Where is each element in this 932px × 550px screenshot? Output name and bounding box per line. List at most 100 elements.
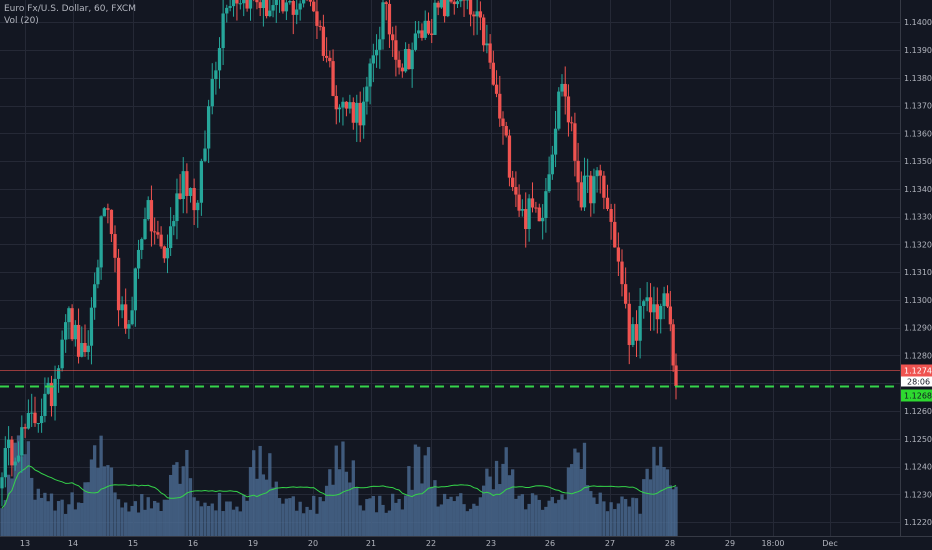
volume-bar	[308, 509, 313, 536]
volume-bar	[394, 502, 398, 536]
time-tick-label: 21	[366, 539, 376, 548]
candle-down	[627, 303, 631, 345]
volume-bar	[264, 479, 269, 536]
candle-up	[199, 160, 204, 203]
time-tick-label: 20	[308, 539, 318, 548]
volume-bar	[49, 493, 54, 536]
candle-up	[337, 107, 342, 110]
volume-bar	[570, 464, 574, 536]
volume-bar	[120, 507, 124, 536]
candle-down	[563, 83, 567, 97]
volume-bar	[371, 496, 375, 536]
time-axis[interactable]: 13 14 15 16 19 20 21 22 23 26 27 28 29 18:00 Dec	[0, 536, 932, 550]
candle-down	[616, 247, 621, 262]
volume-bar	[70, 492, 74, 536]
volume-bar	[665, 469, 670, 536]
volume-bar	[576, 452, 580, 536]
price-tick-label: 1.12600	[904, 407, 932, 416]
volume-bar	[36, 488, 40, 536]
volume-bar	[172, 464, 176, 536]
candle-up	[459, 0, 463, 2]
candle-up	[130, 310, 134, 325]
price-tick-label: 1.13300	[904, 213, 932, 222]
volume-bar	[459, 493, 463, 536]
price-axis[interactable]: 1.14000 1.13900 1.13800 1.13700 1.13600 1.135…	[900, 0, 932, 550]
time-tick-label: 26	[545, 539, 555, 548]
volume-bar	[143, 509, 147, 536]
volume-indicator-label[interactable]: Vol (20)	[4, 16, 39, 26]
volume-bar	[127, 511, 131, 536]
candle-down	[589, 175, 593, 204]
candle-down	[491, 62, 495, 85]
candle-down	[598, 170, 602, 176]
candle-down	[331, 61, 335, 96]
countdown-badge	[901, 376, 932, 387]
volume-bar	[355, 487, 359, 536]
volume-bar	[362, 510, 366, 536]
candle-up	[231, 0, 236, 7]
candle-up	[642, 301, 646, 306]
candle-down	[498, 93, 502, 119]
candle-up	[13, 461, 17, 466]
candle-down	[472, 14, 476, 17]
candle-down	[605, 197, 610, 209]
candle-up	[102, 208, 106, 217]
volume-bar	[39, 497, 44, 536]
volume-bar	[10, 478, 14, 536]
symbol-title[interactable]: Euro Fx/U.S. Dollar, 60, FXCM	[4, 4, 136, 14]
volume-bar	[485, 468, 489, 536]
volume-bar	[530, 493, 535, 536]
candle-up	[165, 247, 170, 259]
volume-bar	[102, 466, 106, 536]
volume-bar	[324, 485, 329, 536]
candle-up	[638, 305, 642, 341]
volume-bar	[595, 503, 599, 536]
candle-up	[140, 239, 144, 250]
volume-bar	[472, 503, 476, 536]
candle-up	[433, 2, 437, 35]
volume-bar	[417, 446, 421, 536]
volume-bar	[238, 511, 242, 536]
volume-bar	[156, 502, 160, 536]
candle-up	[217, 48, 222, 71]
volume-bar	[609, 502, 613, 536]
candle-down	[76, 324, 81, 357]
price-tick-label: 1.12300	[904, 490, 932, 499]
candle-up	[20, 427, 24, 456]
volume-bar	[192, 497, 196, 536]
candle-down	[10, 439, 14, 466]
candle-up	[39, 416, 44, 424]
candle-up	[355, 102, 359, 123]
candle-up	[136, 249, 141, 269]
candle-down	[665, 293, 670, 307]
candle-up	[381, 2, 385, 40]
volume-bar	[462, 504, 466, 536]
volume-bar	[261, 474, 266, 536]
candle-down	[33, 412, 37, 424]
volume-bar	[23, 454, 27, 536]
volume-bar	[284, 498, 289, 536]
volume-bar	[420, 483, 424, 536]
candle-down	[655, 304, 659, 320]
candle-up	[485, 43, 489, 46]
candle-up	[527, 198, 531, 230]
candle-down	[579, 182, 583, 208]
candle-up	[295, 9, 299, 15]
volume-bar	[374, 512, 379, 536]
candle-up	[67, 308, 71, 323]
candle-down	[668, 306, 672, 325]
candle-up	[146, 200, 150, 220]
volume-bar	[13, 442, 17, 536]
time-tick-label: 15	[128, 539, 138, 548]
candle-down	[258, 2, 262, 9]
candle-up	[550, 154, 554, 175]
candle-down	[671, 324, 675, 366]
candle-up	[172, 221, 176, 227]
price-tick-label: 1.12800	[904, 351, 932, 360]
time-tick-label: 19	[248, 539, 258, 548]
candle-down	[576, 160, 580, 183]
candle-up	[439, 0, 444, 8]
candle-down	[185, 171, 189, 196]
candle-down	[488, 43, 492, 63]
